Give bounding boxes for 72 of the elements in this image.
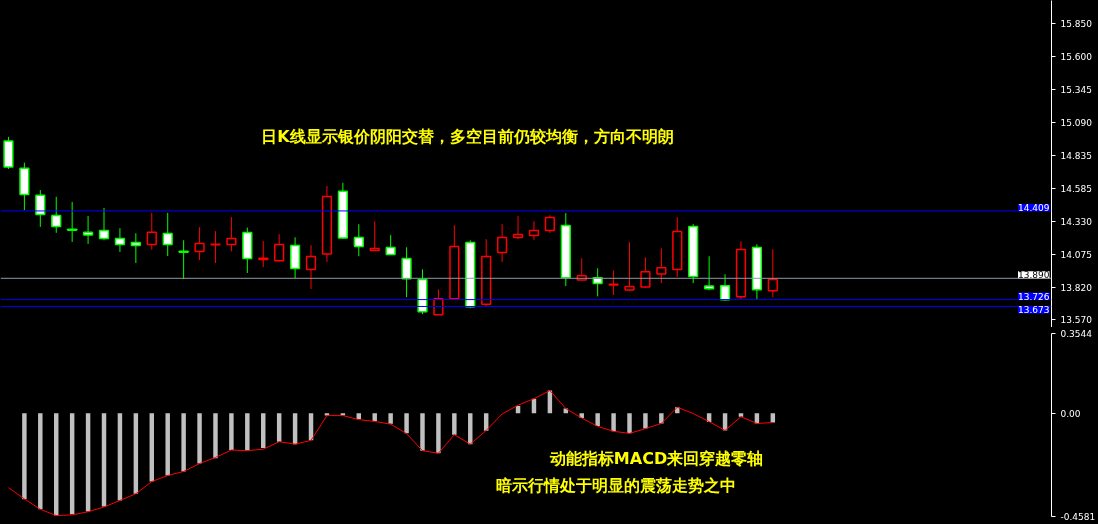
bar xyxy=(420,413,425,451)
bar xyxy=(627,413,632,434)
candlestick xyxy=(369,220,380,252)
bar xyxy=(38,413,43,510)
bar xyxy=(245,413,250,451)
ref-line-label: 13.890 xyxy=(1018,270,1050,281)
candlestick xyxy=(401,246,412,298)
ref-line-label: 13.673 xyxy=(1018,305,1050,316)
bar xyxy=(213,413,218,459)
candlestick xyxy=(305,244,317,290)
bar xyxy=(595,413,600,426)
candlestick xyxy=(51,196,62,234)
annotation: 日K线显示银价阴阳交替，多空目前仍较均衡，方向不明朗 xyxy=(261,127,674,146)
bar xyxy=(643,413,648,429)
ref-line-label: 14.409 xyxy=(1018,202,1050,213)
bar xyxy=(261,413,266,449)
candlestick xyxy=(67,201,78,243)
bar xyxy=(452,413,457,435)
bar xyxy=(372,413,377,421)
candlestick xyxy=(353,223,364,257)
y-tick-label: 13.570 xyxy=(1060,315,1093,326)
bar xyxy=(22,413,27,500)
candlestick xyxy=(385,234,396,256)
candlestick xyxy=(274,233,285,262)
candlestick xyxy=(289,236,301,279)
bar xyxy=(436,413,441,454)
y-tick-label: 15.600 xyxy=(1060,51,1093,62)
bar xyxy=(770,413,776,423)
y-tick-label: 14.585 xyxy=(1060,183,1092,194)
line-series xyxy=(7,390,774,517)
candlestick xyxy=(98,207,110,241)
candlestick xyxy=(194,226,205,261)
candlestick xyxy=(656,247,667,284)
y-tick-label: -0.4581 xyxy=(1060,512,1096,522)
candlestick xyxy=(640,256,651,289)
candlestick xyxy=(162,212,173,257)
bar xyxy=(356,413,362,419)
bar xyxy=(388,413,393,424)
y-tick-label: 14.075 xyxy=(1060,249,1092,260)
candlestick xyxy=(624,241,635,292)
candlestick xyxy=(146,212,157,251)
candlestick xyxy=(114,227,126,253)
candlestick xyxy=(226,216,237,252)
candlestick xyxy=(704,255,715,291)
annotation: 暗示行情处于明显的震荡走势之中 xyxy=(495,476,736,495)
bar xyxy=(181,413,186,472)
annotation: 动能指标MACD来回穿越零轴 xyxy=(548,449,764,468)
bar xyxy=(229,413,234,451)
candlestick xyxy=(528,220,540,241)
candlestick xyxy=(433,288,444,316)
bar xyxy=(165,413,170,476)
bar xyxy=(101,413,107,507)
candlestick xyxy=(178,239,189,280)
candlestick xyxy=(82,215,94,245)
bar xyxy=(404,413,409,434)
y-tick-label: 13.820 xyxy=(1060,282,1093,293)
y-tick-label: 15.850 xyxy=(1060,19,1093,30)
y-tick-label: 0.00 xyxy=(1060,408,1081,419)
ref-line-label: 13.726 xyxy=(1018,291,1050,302)
candlestick xyxy=(512,215,524,240)
candlestick xyxy=(210,230,221,264)
candlestick xyxy=(496,223,508,263)
bar xyxy=(611,413,616,432)
y-tick-label: 15.090 xyxy=(1060,118,1093,129)
bar xyxy=(69,413,75,515)
candlestick xyxy=(608,269,619,296)
bar xyxy=(197,413,202,464)
y-tick-label: 0.3544 xyxy=(1060,329,1093,339)
candlestick xyxy=(767,248,778,298)
y-tick-label: 14.330 xyxy=(1060,216,1093,227)
y-tick-label: 14.835 xyxy=(1060,151,1092,162)
y-tick-label: 15.345 xyxy=(1060,84,1092,95)
